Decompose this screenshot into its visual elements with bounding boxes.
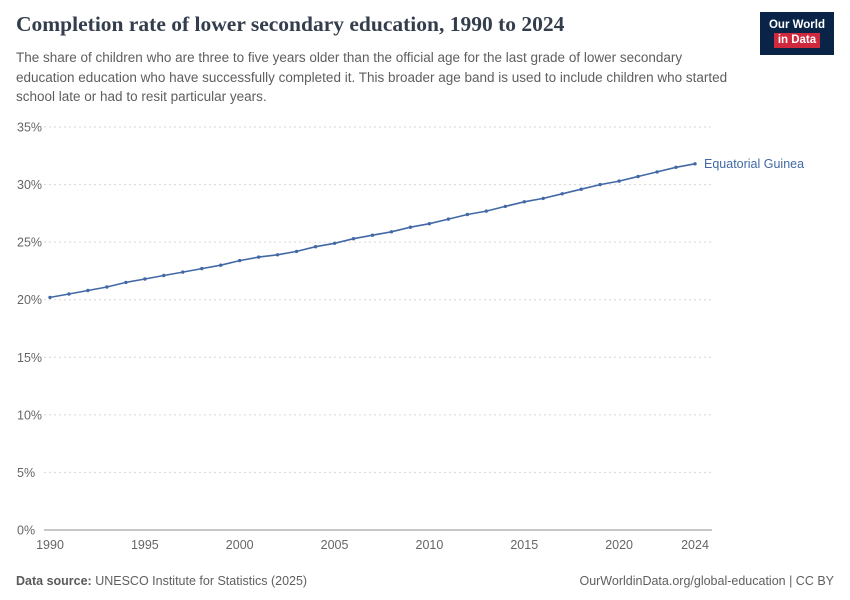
x-tick-label: 2020 [605,538,633,552]
y-tick-label: 15% [17,351,42,365]
chart-title: Completion rate of lower secondary educa… [16,12,565,36]
data-point-marker [332,241,337,245]
y-tick-label: 35% [17,121,42,135]
data-point-marker [674,165,678,169]
owid-logo: Our World in Data [759,12,834,55]
data-point-marker [48,295,52,300]
data-point-marker [181,270,185,274]
x-tick-label: 2024 [681,538,709,552]
x-tick-label: 2015 [510,538,538,552]
y-tick-label: 0% [17,524,35,538]
data-point-marker [465,212,470,217]
data-source-text: UNESCO Institute for Statistics (2025) [91,574,308,588]
y-tick-label: 30% [17,178,42,192]
data-point-marker [86,288,90,293]
data-point-marker [617,179,621,183]
x-tick-label: 1990 [36,538,64,552]
y-tick-label: 20% [17,293,42,307]
y-tick-label: 25% [17,236,42,250]
data-point-marker [636,174,640,179]
data-point-marker [257,255,261,259]
data-point-marker [484,209,488,213]
owid-logo-line1: Our World [768,19,825,31]
footer-citation: OurWorldinData.org/global-education | CC… [579,574,834,588]
data-point-marker [124,280,128,285]
x-tick-label: 2010 [416,538,444,552]
series-end-label: Equatorial Guinea [704,157,804,171]
owid-logo-line2: in Data [773,32,821,48]
data-point-marker [693,162,697,166]
data-point-marker [105,285,109,289]
data-point-marker [579,187,583,191]
line-chart: 0% 5% 10% 15% 20% 25% 30% 35% 1990 1995 2000 2005 20… [17,121,804,553]
data-point-marker [655,170,659,174]
chart-subtitle: The share of children who are three to f… [16,50,728,105]
data-source: Data source: UNESCO Institute for Statis… [16,574,307,588]
chart-header: Completion rate of lower secondary educa… [16,12,834,55]
data-point-marker [370,233,375,237]
chart-footer: Data source: UNESCO Institute for Statis… [16,574,834,588]
x-tick-label: 2005 [321,538,349,552]
data-point-marker [503,204,507,209]
data-point-marker [408,225,413,229]
data-point-marker [560,192,564,196]
data-point-marker [67,292,71,296]
data-point-marker [275,253,280,257]
y-tick-label: 10% [17,408,42,422]
data-point-marker [313,245,318,249]
data-point-marker [238,258,242,263]
data-point-marker [219,263,223,267]
data-point-marker [427,222,432,226]
x-tick-label: 2000 [226,538,254,552]
data-point-marker [389,230,394,234]
data-point-marker [598,182,602,187]
series-line [49,163,696,299]
x-tick-label: 1995 [131,538,159,552]
data-source-label: Data source: [16,574,92,588]
data-point-marker [522,200,526,204]
data-point-marker [162,273,166,278]
data-point-marker [294,249,299,254]
y-tick-label: 5% [17,466,35,480]
data-point-marker [541,196,545,201]
data-point-marker [143,277,147,281]
data-point-marker [446,217,451,221]
data-point-marker [351,237,356,241]
data-point-marker [200,266,204,271]
